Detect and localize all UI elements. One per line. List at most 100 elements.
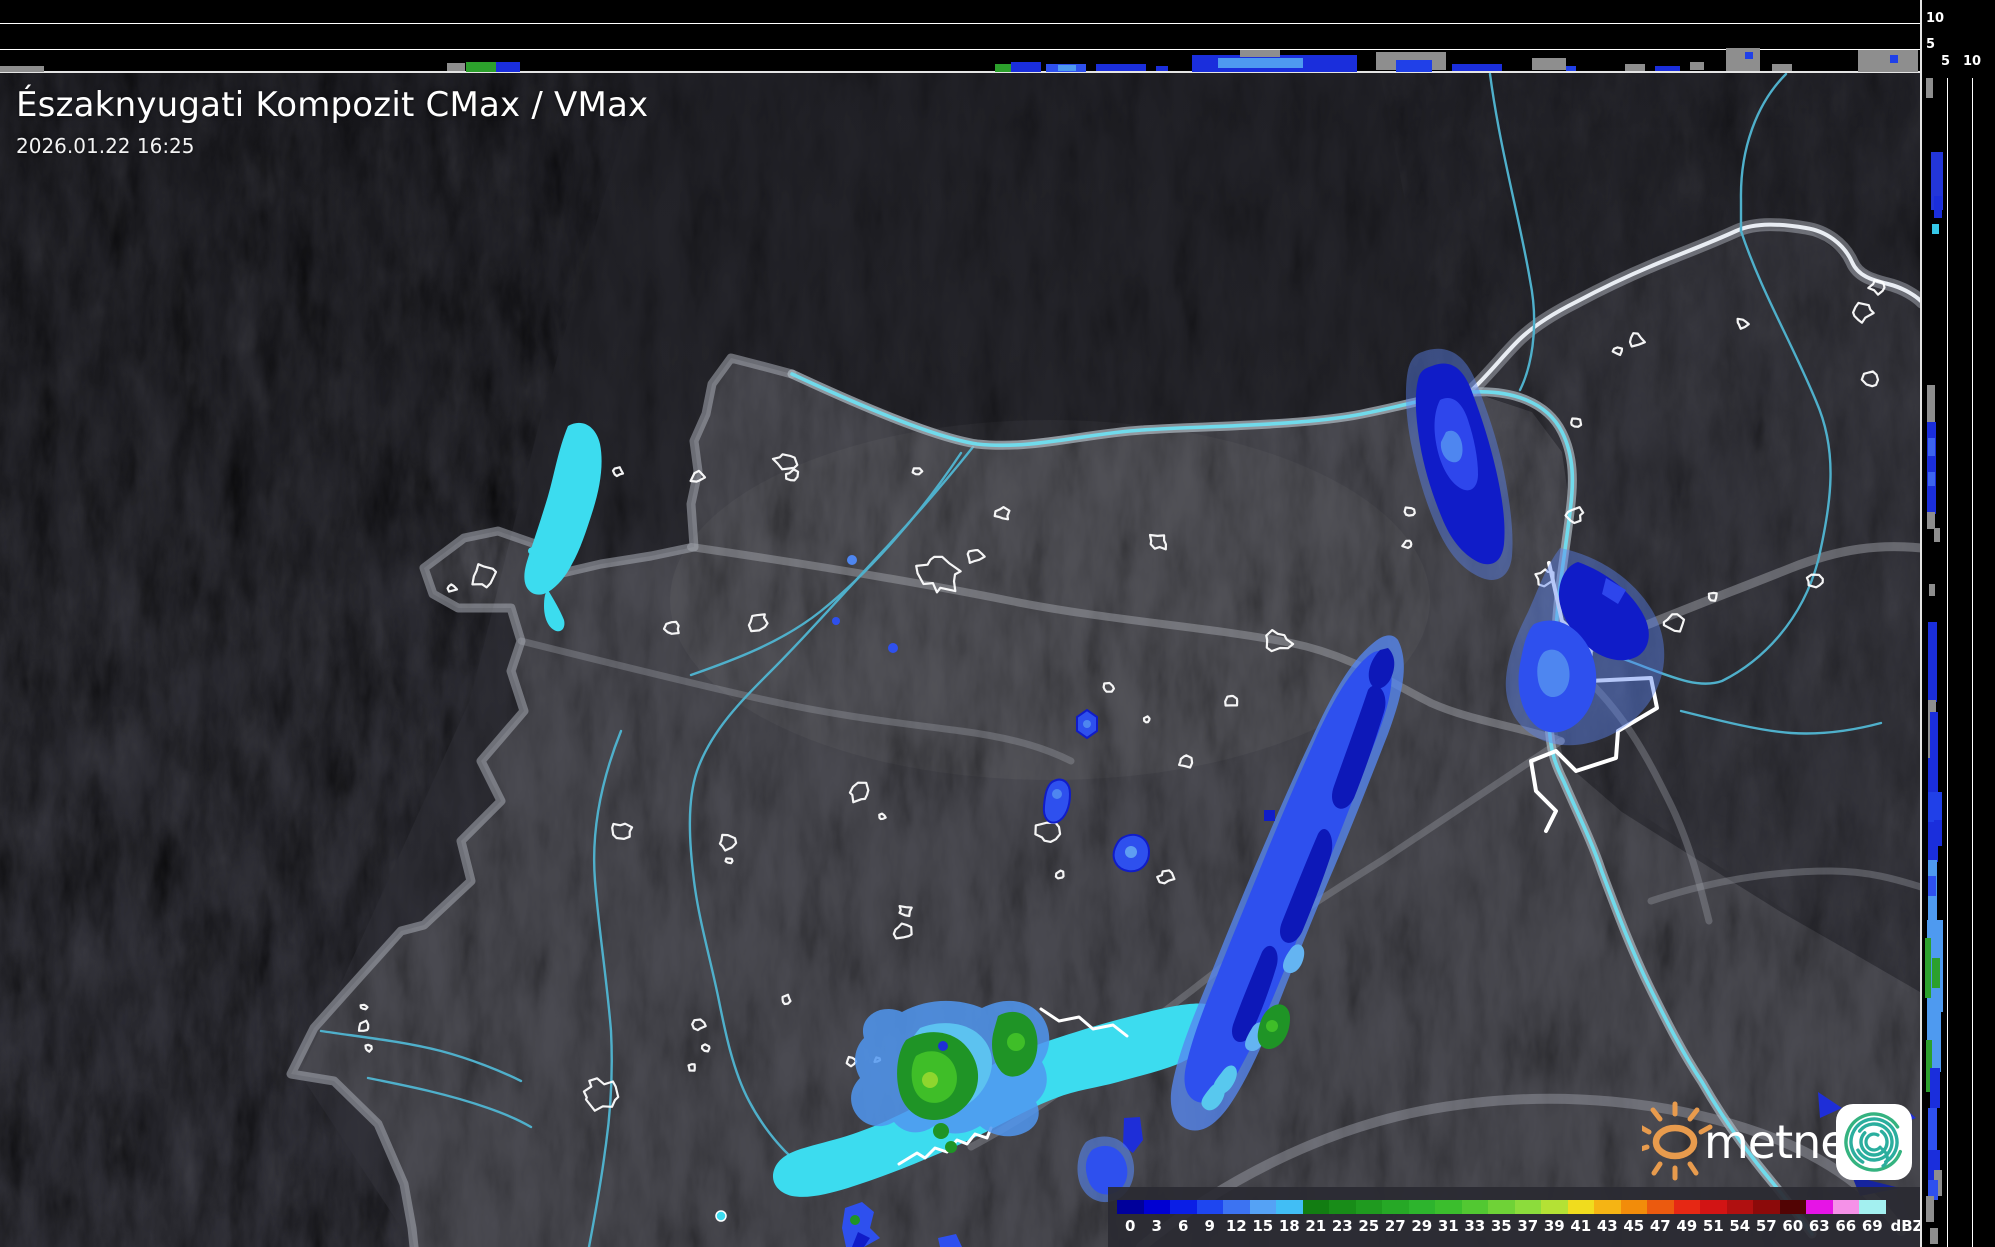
right-profile-echo bbox=[1927, 385, 1935, 425]
settlement-outline bbox=[966, 549, 986, 564]
right-profile-echo bbox=[1928, 438, 1935, 456]
settlement-outline bbox=[446, 583, 459, 593]
top-profile-echo bbox=[1240, 50, 1280, 57]
dbz-level: 12 bbox=[1223, 1200, 1250, 1235]
right-profile-echo bbox=[1929, 584, 1935, 596]
dbz-colorbar: 0 3 6 9 12 15 18 21 23 25 27 29 31 33 35 37 39 41 43 45 47 49… bbox=[1108, 1187, 1920, 1247]
dbz-level: 54 bbox=[1726, 1200, 1753, 1235]
settlement-outline bbox=[357, 1019, 370, 1032]
settlement-outline bbox=[1224, 694, 1239, 707]
right-profile-echo bbox=[1928, 622, 1937, 702]
right-profile-echo bbox=[1932, 958, 1940, 988]
settlement-outline bbox=[878, 812, 887, 821]
settlement-outline bbox=[1867, 279, 1886, 296]
dbz-level: 63 bbox=[1806, 1200, 1833, 1235]
settlement-outline bbox=[1156, 869, 1176, 885]
right-profile-echo bbox=[1926, 1196, 1934, 1222]
right-profile-echo bbox=[1934, 196, 1942, 218]
right-profile-echo bbox=[1926, 78, 1933, 98]
dbz-level: 47 bbox=[1647, 1200, 1674, 1235]
settlement-outline bbox=[1178, 754, 1194, 769]
dbz-level: 60 bbox=[1779, 1200, 1806, 1235]
dbz-level: 41 bbox=[1567, 1200, 1594, 1235]
top-profile-echo bbox=[0, 66, 44, 72]
dbz-level: 25 bbox=[1355, 1200, 1382, 1235]
settlement-outline bbox=[582, 1077, 620, 1112]
top-profile-echo bbox=[466, 62, 496, 72]
dbz-level: 35 bbox=[1488, 1200, 1515, 1235]
dbz-level: 0 bbox=[1117, 1200, 1144, 1235]
right-profile-echo bbox=[1926, 1040, 1932, 1092]
dbz-level: 15 bbox=[1249, 1200, 1276, 1235]
dbz-level: 45 bbox=[1620, 1200, 1647, 1235]
dbz-level: 43 bbox=[1594, 1200, 1621, 1235]
dbz-level: 3 bbox=[1143, 1200, 1170, 1235]
dbz-level: 9 bbox=[1196, 1200, 1223, 1235]
top-axis-tick-5: 5 bbox=[1926, 37, 1936, 52]
dbz-level: 66 bbox=[1832, 1200, 1859, 1235]
settlement-outline bbox=[1265, 629, 1295, 653]
settlement-outline bbox=[747, 613, 769, 633]
dbz-level: 27 bbox=[1382, 1200, 1409, 1235]
settlement-outline bbox=[1736, 317, 1750, 330]
settlement-outline bbox=[892, 922, 913, 940]
settlement-outline bbox=[689, 469, 707, 483]
settlement-outline bbox=[724, 857, 734, 865]
settlement-outline bbox=[1628, 332, 1646, 348]
road-lines bbox=[517, 542, 1920, 1247]
dbz-level: 33 bbox=[1461, 1200, 1488, 1235]
height-gridline-5km bbox=[0, 49, 1920, 50]
settlement-outline bbox=[1805, 573, 1824, 589]
settlement-outline bbox=[915, 555, 962, 594]
dbz-level: 49 bbox=[1673, 1200, 1700, 1235]
dbz-level: 23 bbox=[1329, 1200, 1356, 1235]
right-profile-echo bbox=[1928, 792, 1942, 822]
dbz-level: 31 bbox=[1435, 1200, 1462, 1235]
top-profile-echo bbox=[1011, 62, 1041, 72]
top-profile-echo bbox=[447, 63, 465, 71]
settlement-outline bbox=[700, 1043, 711, 1053]
map-graphics bbox=[0, 73, 1920, 1247]
cyclone-icon bbox=[1836, 1104, 1912, 1180]
page-title: Északnyugati Kompozit CMax / VMax bbox=[16, 85, 649, 125]
top-profile-echo bbox=[1745, 52, 1753, 59]
terrain-base bbox=[0, 73, 1920, 1247]
settlement-outline bbox=[848, 781, 870, 804]
top-profile-echo bbox=[1858, 50, 1918, 72]
settlement-outline bbox=[784, 468, 800, 482]
settlement-outline bbox=[687, 1063, 696, 1072]
right-profile-echo bbox=[1927, 512, 1935, 529]
top-profile-echo bbox=[1218, 58, 1303, 68]
settlement-outline bbox=[662, 620, 680, 635]
top-profile-echo bbox=[1156, 66, 1168, 71]
settlement-outline bbox=[771, 453, 799, 471]
right-profile-echo bbox=[1934, 820, 1942, 846]
settlement-outline bbox=[1611, 346, 1624, 357]
border-austria bbox=[286, 353, 797, 1247]
right-profile-echo bbox=[1928, 1180, 1938, 1200]
settlement-outline bbox=[993, 506, 1011, 521]
settlement-outline bbox=[359, 1003, 369, 1011]
dbz-level: 37 bbox=[1514, 1200, 1541, 1235]
right-profile-echo bbox=[1928, 876, 1936, 896]
settlement-outline bbox=[1142, 715, 1151, 724]
top-profile-echo bbox=[1532, 58, 1566, 70]
right-axis-tick-5: 5 bbox=[1941, 54, 1951, 69]
settlement-outline bbox=[1034, 821, 1062, 843]
top-profile-echo bbox=[1890, 55, 1898, 63]
radar-map-canvas: Északnyugati Kompozit CMax / VMax 2026.0… bbox=[0, 73, 1920, 1247]
settlement-outline bbox=[1662, 613, 1686, 633]
right-profile-echo bbox=[1925, 938, 1931, 998]
right-axis-tick-10: 10 bbox=[1963, 54, 1982, 69]
lake-ferto bbox=[524, 422, 602, 595]
right-profile-echo bbox=[1928, 472, 1935, 486]
settlement-outline bbox=[611, 822, 634, 840]
right-profile-echo bbox=[1931, 152, 1943, 210]
top-profile-echo bbox=[995, 64, 1011, 72]
title-block: Északnyugati Kompozit CMax / VMax 2026.0… bbox=[16, 85, 648, 158]
dbz-level: 6 bbox=[1170, 1200, 1197, 1235]
settlement-outline bbox=[1570, 417, 1583, 428]
settlement-outline bbox=[611, 466, 625, 478]
right-profile-echo bbox=[1932, 224, 1939, 234]
settlement-outline bbox=[364, 1043, 373, 1053]
